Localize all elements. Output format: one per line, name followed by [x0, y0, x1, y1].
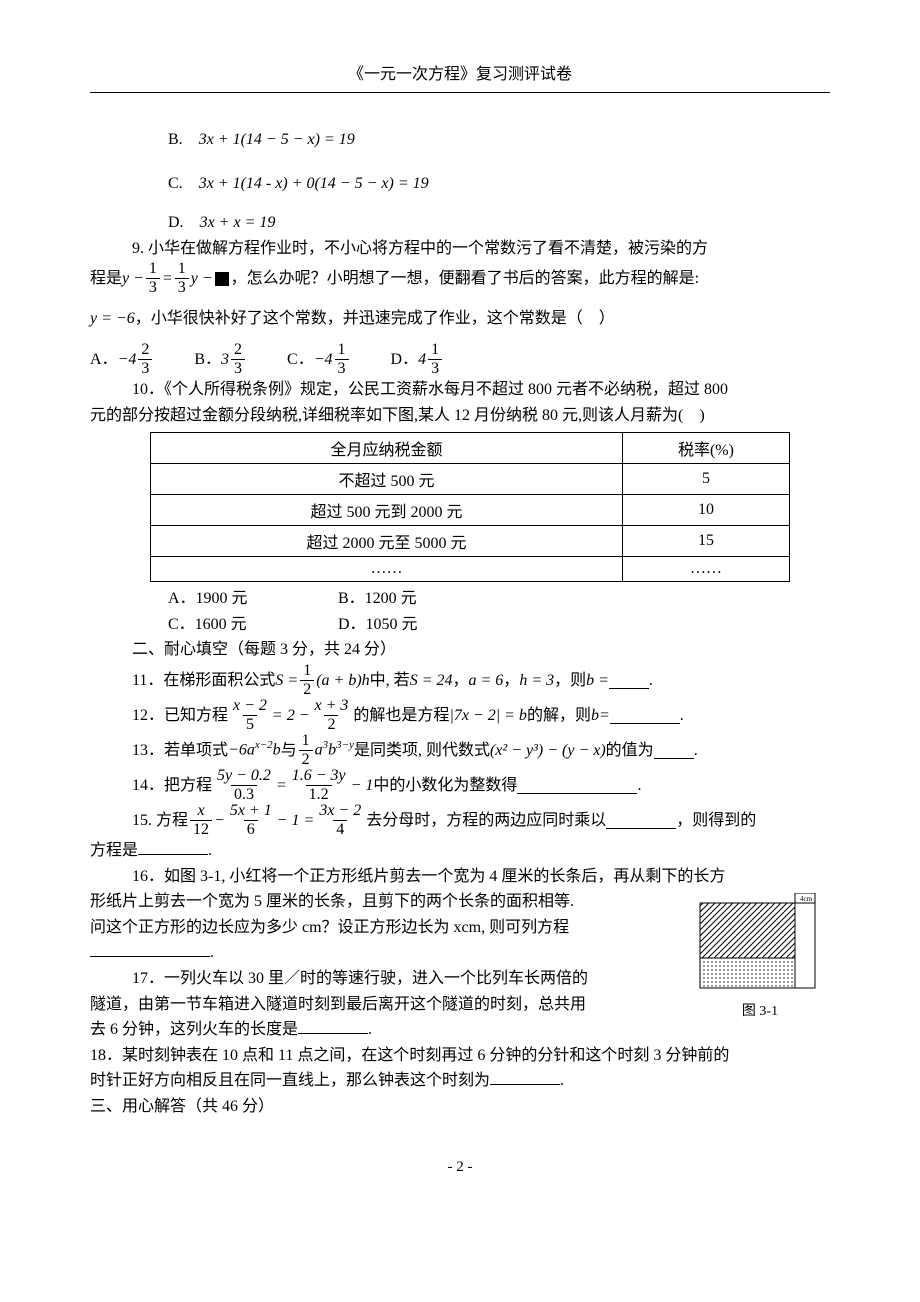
- table-row: 不超过 500 元5: [151, 464, 790, 495]
- q10-opts-row2: C．1600 元D．1050 元: [168, 612, 830, 638]
- q15-line1: 15. 方程 x12 − 5x + 16 − 1 = 3x − 24 去分母时，…: [132, 803, 756, 838]
- svg-text:4cm: 4cm: [800, 895, 813, 903]
- table-header-2: 税率(%): [622, 433, 789, 464]
- opt-d: D. 3x + x = 19: [168, 210, 830, 236]
- table-row: 超过 500 元到 2000 元10: [151, 495, 790, 526]
- q14: 14．把方程 5y − 0.20.3 = 1.6 − 3y1.2 − 1 中的小…: [132, 768, 641, 803]
- blank: [609, 672, 649, 689]
- q10-line2: 元的部分按超过金额分段纳税,详细税率如下图,某人 12 月份纳税 80 元,则该…: [90, 403, 830, 429]
- tax-table: 全月应纳税金额 税率(%) 不超过 500 元5 超过 500 元到 2000 …: [150, 432, 790, 582]
- figure-3-1: 4cm 5cm 图 3-1: [690, 893, 830, 1020]
- blank: [654, 742, 694, 759]
- q18-line1: 18．某时刻钟表在 10 点和 11 点之间，在这个时刻再过 6 分钟的分针和这…: [90, 1043, 830, 1069]
- figure-caption: 图 3-1: [690, 1000, 830, 1020]
- svg-text:5cm: 5cm: [695, 968, 696, 981]
- q13: 13．若单项式 −6ax−2b 与 12 a3b3−y 是同类项, 则代数式 (…: [132, 733, 698, 768]
- q9-line1: 9. 小华在做解方程作业时，不小心将方程中的一个常数污了看不清楚，被污染的方: [132, 236, 830, 262]
- blank: [517, 777, 637, 794]
- q17-line3: 去 6 分钟，这列火车的长度是.: [90, 1017, 830, 1043]
- page-header-title: 《一元一次方程》复习测评试卷: [90, 60, 830, 84]
- blank: [490, 1068, 560, 1085]
- blank: [610, 707, 680, 724]
- blank: [298, 1017, 368, 1034]
- section2-title: 二、耐心填空（每题 3 分，共 24 分）: [132, 637, 830, 663]
- q10-opts-row1: A．1900 元B．1200 元: [168, 586, 830, 612]
- table-row: …………: [151, 557, 790, 582]
- ink-blot-icon: [215, 272, 229, 286]
- section3-title: 三、用心解答（共 46 分）: [90, 1094, 830, 1120]
- diagram-svg: 4cm 5cm: [695, 893, 825, 993]
- opt-b: B. 3x + 1(14 − 5 − x) = 19: [168, 127, 830, 153]
- q9-options: A．−4 23 B．3 23 C．−4 13 D．4 13: [90, 342, 444, 377]
- opt-c: C. 3x + 1(14 - x) + 0(14 − 5 − x) = 19: [168, 171, 830, 197]
- q11: 11．在梯形面积公式 S = 12 (a + b)h 中, 若 S = 24， …: [132, 663, 653, 698]
- q10-line1: 10．《个人所得税条例》规定，公民工资薪水每月不超过 800 元者不必纳税，超过…: [132, 377, 830, 403]
- q9-line2: 程是 y − 13 = 13 y − ，怎么办呢？小明想了一想，便翻看了书后的答…: [90, 261, 699, 296]
- header-rule: [90, 92, 830, 93]
- table-row: 全月应纳税金额 税率(%): [151, 433, 790, 464]
- q15-line2: 方程是.: [90, 838, 830, 864]
- q18-line2: 时针正好方向相反且在同一直线上，那么钟表这个时刻为.: [90, 1068, 830, 1094]
- q12: 12．已知方程 x − 25 = 2 − x + 32 的解也是方程 |7x −…: [132, 698, 684, 733]
- blank: [138, 838, 208, 855]
- table-header-1: 全月应纳税金额: [151, 433, 623, 464]
- blank: [606, 812, 676, 829]
- q16-line1: 16．如图 3-1, 小红将一个正方形纸片剪去一个宽为 4 厘米的长条后，再从剩…: [132, 864, 830, 890]
- page-number: - 2 -: [90, 1159, 830, 1176]
- table-row: 超过 2000 元至 5000 元15: [151, 526, 790, 557]
- q9-line3: y = −6，小华很快补好了这个常数，并迅速完成了作业，这个常数是（ ）: [90, 306, 615, 332]
